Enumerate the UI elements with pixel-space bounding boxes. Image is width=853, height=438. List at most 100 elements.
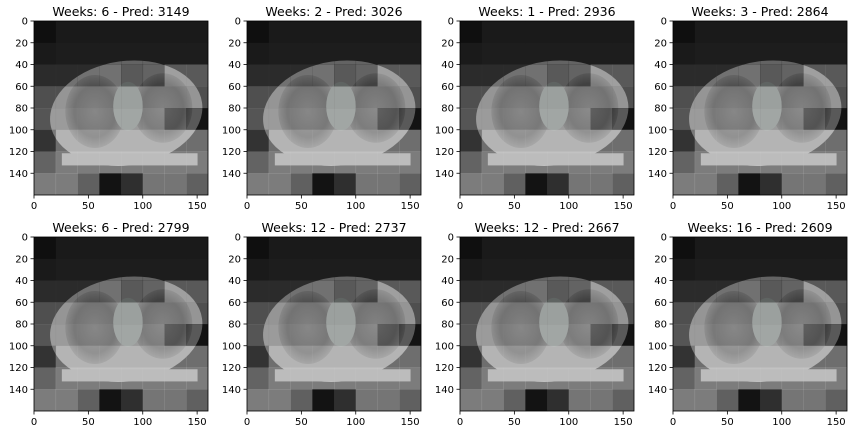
overlay-cell	[803, 151, 826, 174]
overlay-cell	[55, 21, 78, 44]
overlay-cell	[268, 302, 291, 325]
y-tick-label: 20	[441, 254, 454, 265]
overlay-cell	[694, 108, 717, 131]
overlay-cell	[612, 302, 635, 325]
overlay-cell	[290, 280, 313, 303]
y-tick-label: 100	[648, 125, 667, 136]
overlay-cell	[738, 108, 761, 131]
overlay-cell	[268, 324, 291, 347]
y-tick-label: 20	[228, 38, 241, 49]
y-tick-label: 60	[15, 82, 28, 93]
overlay-cell	[164, 237, 187, 260]
x-tick-label: 100	[559, 201, 578, 212]
overlay-cell	[312, 367, 335, 390]
overlay-cell	[334, 173, 357, 196]
overlay-cell	[334, 302, 357, 325]
overlay-cell	[716, 64, 739, 87]
overlay-cell	[355, 64, 378, 87]
y-tick-label: 120	[9, 363, 28, 374]
overlay-cell	[825, 389, 848, 412]
y-tick-label: 100	[435, 341, 454, 352]
overlay-cell	[186, 173, 209, 196]
subplot-title: Weeks: 3 - Pred: 2864	[691, 4, 828, 19]
overlay-cell	[290, 367, 313, 390]
overlay-cell	[247, 367, 270, 390]
overlay-cell	[399, 258, 422, 281]
overlay-cell	[825, 86, 848, 109]
x-tick-label: 100	[772, 201, 791, 212]
overlay-cell	[355, 129, 378, 152]
overlay-cell	[121, 151, 144, 174]
overlay-cell	[77, 86, 100, 109]
overlay-cell	[355, 21, 378, 44]
overlay-cell	[673, 86, 696, 109]
y-tick-label: 140	[9, 169, 28, 180]
overlay-cell	[164, 280, 187, 303]
overlay-cell	[77, 151, 100, 174]
overlay-cell	[525, 64, 548, 87]
overlay-cell	[399, 64, 422, 87]
overlay-cell	[590, 21, 613, 44]
overlay-cell	[142, 302, 165, 325]
overlay-cell	[590, 173, 613, 196]
overlay-cell	[121, 129, 144, 152]
overlay-cell	[99, 324, 122, 347]
y-tick-label: 60	[441, 298, 454, 309]
y-tick-label: 80	[441, 320, 454, 331]
overlay-cell	[781, 280, 804, 303]
overlay-cell	[34, 64, 57, 87]
overlay-cell	[377, 367, 400, 390]
overlay-cell	[781, 42, 804, 65]
overlay-cell	[77, 108, 100, 131]
overlay-cell	[803, 42, 826, 65]
overlay-cell	[312, 280, 335, 303]
overlay-cell	[334, 389, 357, 412]
overlay-cell	[481, 367, 504, 390]
y-tick-label: 60	[228, 82, 241, 93]
overlay-cell	[399, 86, 422, 109]
overlay-cell	[781, 129, 804, 152]
overlay-cell	[503, 64, 526, 87]
overlay-cell	[547, 64, 570, 87]
overlay-cell	[164, 389, 187, 412]
x-tick-label: 50	[721, 417, 734, 428]
overlay-cell	[142, 237, 165, 260]
overlay-cell	[34, 324, 57, 347]
overlay-cell	[186, 280, 209, 303]
overlay-cell	[142, 129, 165, 152]
overlay-cell	[803, 129, 826, 152]
y-tick-label: 0	[448, 17, 454, 28]
overlay-cell	[460, 389, 483, 412]
overlay-cell	[290, 151, 313, 174]
overlay-cell	[803, 389, 826, 412]
y-tick-label: 120	[648, 147, 667, 158]
overlay-cell	[99, 258, 122, 281]
subplot-6: Weeks: 12 - Pred: 2737 0 50 100 150 0 20 40 60 80…	[222, 220, 422, 428]
overlay-cell	[673, 42, 696, 65]
y-tick-label: 140	[435, 385, 454, 396]
y-tick-label: 40	[15, 276, 28, 287]
overlay-cell	[568, 21, 591, 44]
x-tick-label: 50	[721, 201, 734, 212]
overlay-cell	[460, 173, 483, 196]
overlay-cell	[334, 258, 357, 281]
overlay-cell	[760, 42, 783, 65]
overlay-cell	[590, 129, 613, 152]
overlay-cell	[186, 258, 209, 281]
overlay-cell	[142, 151, 165, 174]
x-tick-label: 100	[133, 201, 152, 212]
y-tick-label: 20	[654, 38, 667, 49]
overlay-cell	[716, 151, 739, 174]
overlay-cell	[164, 302, 187, 325]
overlay-cell	[738, 173, 761, 196]
overlay-cell	[503, 129, 526, 152]
overlay-cell	[142, 108, 165, 131]
overlay-cell	[760, 302, 783, 325]
overlay-cell	[503, 173, 526, 196]
y-tick-label: 120	[435, 363, 454, 374]
overlay-cell	[142, 86, 165, 109]
overlay-cell	[377, 64, 400, 87]
overlay-cell	[460, 86, 483, 109]
overlay-cell	[781, 21, 804, 44]
